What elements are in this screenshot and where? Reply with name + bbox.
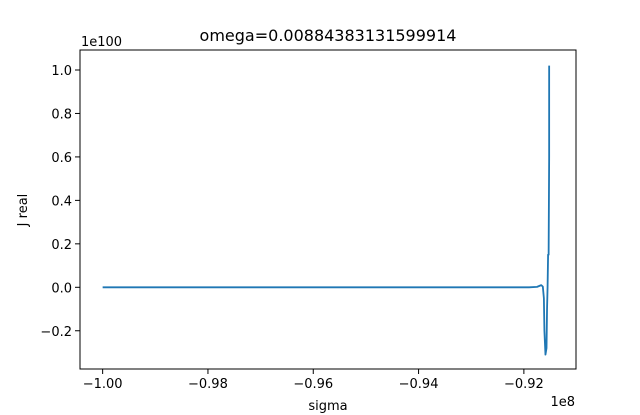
x-axis: −1.00 −0.98 −0.96 −0.94 −0.92 [83,369,544,392]
axes-frame [79,49,577,370]
x-axis-label: sigma [308,399,347,414]
x-tick-label: −0.96 [293,377,333,392]
series-line-0 [102,65,551,356]
plot-area [102,65,551,356]
y-tick-label: 0.2 [51,238,72,253]
y-tick-label: −0.2 [40,325,72,340]
x-offset-label: 1e8 [550,395,575,410]
y-tick-label: 0.6 [51,151,72,166]
y-tick-label: 1.0 [51,64,72,79]
chart-title: omega=0.00884383131599914 [200,26,457,45]
y-tick-label: 0.4 [51,194,72,209]
y-offset-label: 1e100 [81,35,122,50]
y-tick-label: 0.8 [51,107,72,122]
y-axis-label: J real [16,194,31,228]
x-tick-label: −0.98 [188,377,228,392]
x-tick-label: −0.92 [504,377,544,392]
y-tick-label: 0.0 [51,281,72,296]
y-axis: −0.2 0.0 0.2 0.4 0.6 0.8 1.0 [40,64,80,340]
x-tick-label: −1.00 [83,377,123,392]
x-tick-label: −0.94 [399,377,439,392]
